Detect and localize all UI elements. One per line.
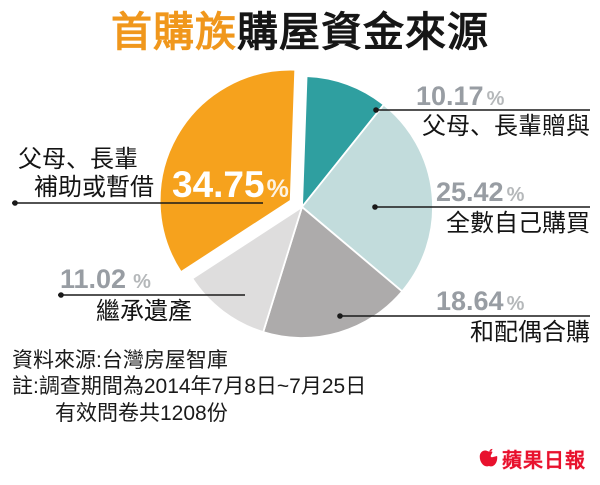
- callout-pct-spouse: 18.64%: [436, 288, 524, 315]
- pct-value: 25.42: [436, 177, 504, 207]
- pie-slice-3: [191, 206, 303, 334]
- pct-value: 18.64: [436, 286, 504, 316]
- survey-note-line2: 有效問卷共1208份: [55, 401, 228, 425]
- callout-dot-self: [372, 204, 378, 210]
- pct-unit: %: [486, 88, 505, 110]
- callout-dot-spouse: [337, 313, 343, 319]
- footer-notes: 資料來源:台灣房屋智庫 註:調查期間為2014年7月8日~7月25日 有效問卷共…: [12, 348, 366, 427]
- callout-label-gift: 父母、長輩贈與: [422, 113, 590, 140]
- pct-unit: %: [506, 293, 525, 315]
- data-source: 資料來源:台灣房屋智庫: [12, 349, 228, 372]
- pct-unit: %: [506, 184, 525, 206]
- pie-slice-4: [158, 68, 297, 274]
- newspaper-logo: 蘋果日報: [478, 444, 586, 473]
- apple-icon: [479, 448, 498, 467]
- pct-unit: %: [266, 175, 289, 203]
- callout-pct-inherit: 11.02%: [60, 266, 151, 293]
- pie-slice-1: [301, 103, 434, 293]
- callout-dot-inherit: [58, 292, 64, 298]
- parents-label-line1: 父母、長輩: [18, 146, 138, 173]
- callout-pct-self: 25.42%: [436, 179, 524, 206]
- callout-label-self: 全數自己購買: [446, 210, 590, 237]
- callout-dot-parents: [12, 200, 18, 206]
- title-rest: 購屋資金來源: [237, 9, 489, 55]
- newspaper-name: 蘋果日報: [502, 450, 586, 472]
- parents-label-line2: 補助或暫借: [34, 173, 154, 201]
- page-title: 首購族購屋資金來源: [0, 9, 600, 55]
- callout-pct-parents: 34.75%: [172, 166, 289, 203]
- pct-value: 11.02: [60, 264, 127, 294]
- pct-value: 34.75: [172, 164, 265, 205]
- callout-dot-gift: [373, 107, 379, 113]
- callout-label-spouse: 和配偶合購: [470, 319, 590, 346]
- callout-pct-gift: 10.17%: [416, 83, 504, 110]
- pie-slice-2: [262, 206, 404, 339]
- callout-label-parents: 父母、長輩 補助或暫借: [18, 146, 154, 201]
- pie-slice-0: [301, 75, 385, 208]
- survey-note-line1: 註:調查期間為2014年7月8日~7月25日: [12, 375, 367, 399]
- callout-lines: [12, 107, 590, 319]
- pie-slices: [158, 68, 434, 339]
- pct-value: 10.17: [416, 81, 484, 111]
- title-highlight: 首購族: [111, 9, 237, 55]
- pct-unit: %: [133, 271, 151, 293]
- callout-label-inherit: 繼承遺產: [96, 298, 192, 325]
